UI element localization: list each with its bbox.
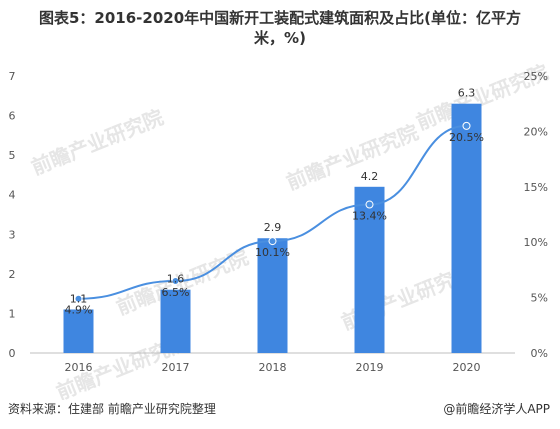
- watermark-1: 前瞻产业研究院: [283, 120, 422, 195]
- bar-2019: [354, 186, 385, 353]
- bar-2020: [451, 103, 482, 353]
- bar-2016: [63, 309, 94, 353]
- y-right-tick-20%: 20%: [524, 125, 548, 138]
- credit-note: @前瞻经济学人APP: [443, 402, 550, 416]
- bar-label-2016: 1.1: [70, 292, 88, 305]
- x-tick-2016: 2016: [65, 361, 93, 374]
- ratio-line: [78, 124, 467, 300]
- bar-2018: [257, 238, 288, 353]
- y-right-tick-15%: 15%: [524, 181, 548, 194]
- ratio-label-2016: 4.9%: [65, 304, 93, 317]
- source-note: 资料来源：住建部 前瞻产业研究院整理: [8, 402, 216, 416]
- y-left-tick-0: 0: [9, 347, 16, 360]
- chart-title: 图表5：2016-2020年中国新开工装配式建筑面积及占比(单位：亿平方 米，%…: [0, 8, 560, 48]
- bar-label-2020: 6.3: [458, 87, 476, 100]
- y-left-tick-7: 7: [9, 70, 16, 83]
- y-left-tick-6: 6: [9, 110, 16, 123]
- watermark-0: 前瞻产业研究院: [28, 105, 167, 180]
- y-left-tick-3: 3: [9, 228, 16, 241]
- x-tick-2017: 2017: [162, 361, 190, 374]
- y-right-tick-25%: 25%: [524, 70, 548, 83]
- ratio-point-2020: [462, 121, 471, 130]
- y-right-tick-10%: 10%: [524, 236, 548, 249]
- ratio-label-2017: 6.5%: [162, 286, 190, 299]
- y-left-tick-1: 1: [9, 307, 16, 320]
- ratio-label-2019: 13.4%: [352, 210, 387, 223]
- ratio-label-2018: 10.1%: [255, 246, 290, 259]
- y-left-tick-5: 5: [9, 149, 16, 162]
- bar-label-2018: 2.9: [264, 221, 282, 234]
- ratio-point-2019: [365, 200, 374, 209]
- y-right-tick-0%: 0%: [531, 347, 548, 360]
- x-tick-2020: 2020: [453, 361, 481, 374]
- ratio-point-2017: [171, 276, 180, 285]
- x-tick-2019: 2019: [356, 361, 384, 374]
- y-left-tick-4: 4: [9, 189, 16, 202]
- ratio-point-2018: [268, 237, 277, 246]
- bar-2017: [160, 289, 191, 353]
- bar-label-2017: 1.6: [167, 273, 185, 286]
- bar-label-2019: 4.2: [361, 170, 379, 183]
- chart-title-line2: 米，%): [254, 29, 306, 47]
- y-left-tick-2: 2: [9, 268, 16, 281]
- x-tick-2018: 2018: [259, 361, 287, 374]
- chart-title-line1: 图表5：2016-2020年中国新开工装配式建筑面积及占比(单位：亿平方: [38, 9, 522, 27]
- ratio-point-2016: [74, 294, 83, 303]
- ratio-label-2020: 20.5%: [449, 131, 484, 144]
- y-right-tick-5%: 5%: [531, 292, 548, 305]
